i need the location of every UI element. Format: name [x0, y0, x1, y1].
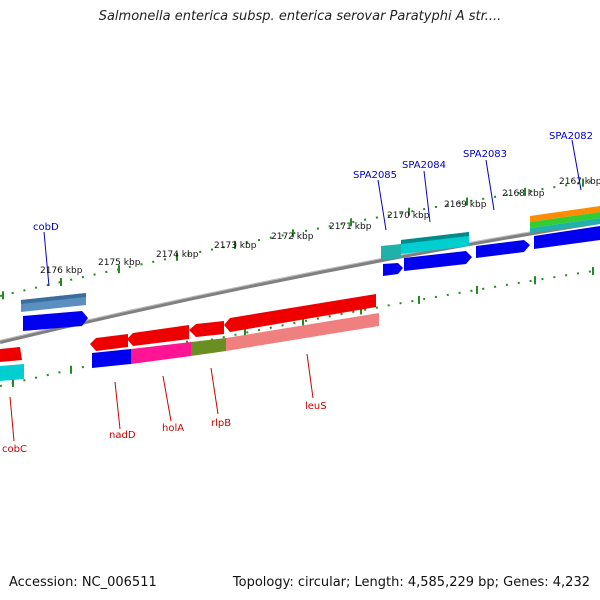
gene-nadD-block: [90, 334, 131, 368]
gene-cobD-block: [21, 293, 88, 331]
gene-label-holA[interactable]: holA: [162, 423, 184, 434]
tick-label: 2170 kbp: [387, 211, 430, 221]
gene-cobC-block: [0, 347, 24, 381]
gene-holA-block: [127, 325, 191, 364]
tick-label: 2172 kbp: [271, 232, 314, 242]
gene-SPA2085-block: [381, 244, 403, 276]
gene-label-nadD[interactable]: nadD: [109, 430, 136, 441]
topology-text: Topology: circular; Length: 4,585,229 bp…: [232, 575, 590, 590]
gene-label-cobC[interactable]: cobC: [2, 444, 27, 455]
tick-label: 2174 kbp: [156, 250, 199, 260]
tick-label: 2173 kbp: [214, 241, 257, 251]
tick-label: 2171 kbp: [329, 222, 372, 232]
gene-leuS-block: [224, 294, 379, 351]
tick-label: 2168 kbp: [502, 189, 545, 199]
gene-label-SPA2085[interactable]: SPA2085: [353, 170, 397, 181]
gene-SPA2084-block: [401, 232, 472, 271]
gene-label-cobD[interactable]: cobD: [33, 222, 59, 233]
tick-label: 2175 kbp: [98, 258, 141, 268]
gene-SPA2083-block: [476, 240, 530, 258]
tick-label: 2176 kbp: [40, 266, 83, 276]
gene-label-SPA2082[interactable]: SPA2082: [549, 131, 593, 142]
gene-label-SPA2083[interactable]: SPA2083: [463, 149, 507, 160]
gene-rlpB-block: [189, 321, 226, 356]
tick-label: 2169 kbp: [444, 200, 487, 210]
gene-label-SPA2084[interactable]: SPA2084: [402, 160, 446, 171]
accession-text: Accession: NC_006511: [9, 575, 157, 590]
map-title: Salmonella enterica subsp. enterica sero…: [98, 9, 502, 24]
gene-SPA2082-block: [530, 206, 600, 249]
gene-label-rlpB[interactable]: rlpB: [211, 418, 231, 429]
gene-label-leuS[interactable]: leuS: [305, 401, 327, 412]
